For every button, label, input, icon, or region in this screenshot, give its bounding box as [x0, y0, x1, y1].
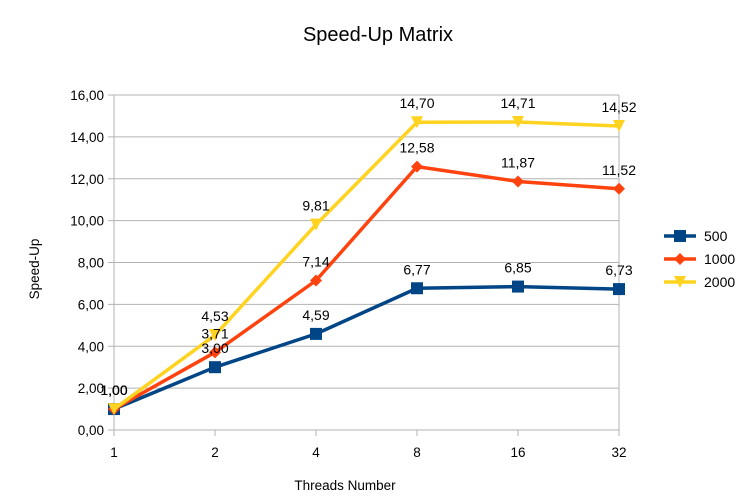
x-tick-label: 8: [413, 445, 421, 460]
point-2000-8: [411, 116, 423, 129]
legend-marker-500: [674, 230, 686, 242]
data-label-2000-16: 14,71: [500, 95, 535, 111]
data-label-1000-32: 11,52: [602, 162, 636, 178]
data-label-1000-2: 3,71: [201, 325, 228, 341]
data-label-1000-16: 11,87: [501, 154, 535, 170]
data-label-500-1: 1,00: [100, 382, 127, 398]
data-label-1000-1: 1,00: [100, 382, 127, 398]
y-tick-label: 16,00: [70, 88, 104, 103]
point-500-8: [411, 282, 423, 295]
point-500-16: [512, 280, 524, 293]
data-label-500-4: 4,59: [302, 307, 329, 323]
point-500-32: [613, 283, 625, 296]
data-label-1000-8: 12,58: [399, 140, 434, 156]
y-tick-label: 2,00: [78, 381, 104, 396]
y-tick-label: 12,00: [70, 172, 104, 187]
y-tick-label: 6,00: [78, 297, 104, 312]
x-tick-label: 32: [611, 445, 626, 460]
data-label-500-2: 3,00: [201, 340, 228, 356]
point-1000-8: [411, 160, 423, 173]
legend-label-1000: 1000: [704, 251, 735, 267]
data-label-500-8: 6,77: [403, 261, 430, 277]
data-label-2000-32: 14,52: [601, 99, 636, 115]
y-tick-label: 8,00: [78, 256, 104, 271]
series-line-2000: [112, 120, 620, 411]
point-2000-4: [310, 218, 322, 231]
gridlines: [114, 94, 619, 431]
y-axis-title: Speed-Up: [27, 239, 42, 300]
x-tick-label: 16: [510, 445, 525, 460]
x-tick-label: 4: [312, 445, 320, 460]
data-label-2000-4: 9,81: [302, 198, 329, 214]
point-2000-32: [613, 119, 625, 132]
y-tick-label: 4,00: [78, 339, 104, 354]
data-label-500-32: 6,73: [605, 262, 632, 278]
legend-label-500: 500: [704, 228, 728, 244]
series-line-500: [113, 284, 620, 411]
x-tick-label: 2: [211, 445, 219, 460]
point-1000-32: [613, 182, 625, 195]
series-lines: [108, 116, 625, 416]
data-label-1000-4: 7,14: [302, 254, 329, 270]
axes: 0,00 2,00 4,00 6,00 8,00 10,00 12,00 14,00 16,00…: [70, 88, 626, 460]
data-label-2000-2: 4,53: [201, 308, 228, 324]
point-500-2: [209, 361, 221, 374]
legend: 500 1000 2000: [664, 228, 735, 290]
data-labels: 1,003,004,596,77 6,85 6,731,003,717,1412,5…: [100, 95, 636, 398]
legend-label-2000: 2000: [704, 274, 735, 290]
y-tick-label: 14,00: [70, 130, 104, 145]
data-label-500-16: 6,85: [504, 260, 531, 276]
point-1000-4: [310, 274, 322, 287]
point-1000-2: [209, 346, 221, 359]
y-tick-label: 0,00: [78, 423, 104, 438]
y-tick-label: 10,00: [70, 214, 104, 229]
data-label-2000-1: 1,00: [100, 382, 127, 398]
series-line-1000: [113, 164, 620, 411]
data-label-2000-8: 14,70: [399, 95, 434, 111]
legend-marker-1000: [674, 253, 686, 265]
legend-marker-2000: [674, 276, 686, 288]
chart-title: Speed-Up Matrix: [303, 24, 453, 46]
point-2000-1: [108, 403, 120, 416]
point-1000-16: [512, 175, 524, 188]
point-2000-16: [512, 116, 524, 129]
x-tick-label: 1: [110, 445, 118, 460]
x-axis-title: Threads Number: [294, 478, 396, 493]
point-2000-2: [209, 329, 221, 342]
point-500-4: [310, 327, 322, 340]
